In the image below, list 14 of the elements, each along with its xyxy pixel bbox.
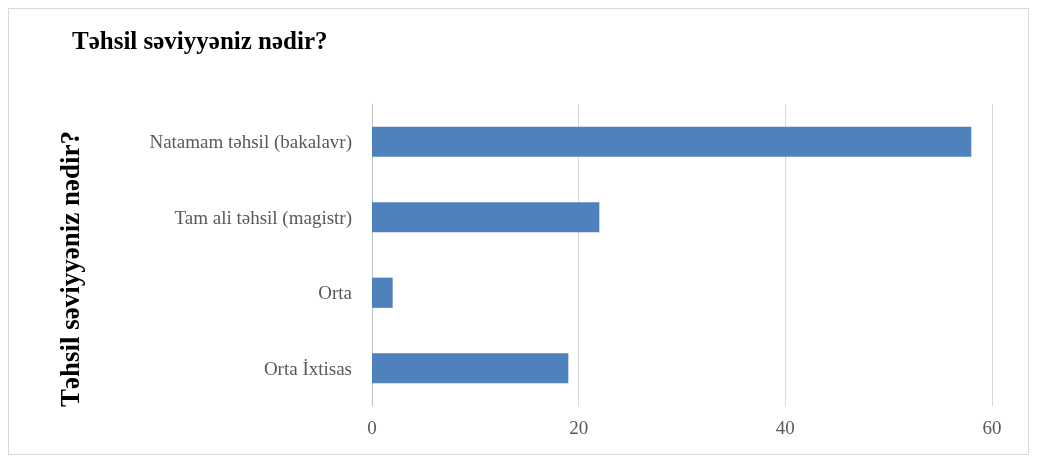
x-tick-label: 0 <box>367 417 377 438</box>
x-tick-label: 40 <box>775 417 795 438</box>
y-axis-title: Təhsil səviyyəniz nədir? <box>54 131 85 407</box>
y-tick-label: Tam ali təhsil (magistr) <box>174 206 352 229</box>
bar <box>372 353 569 384</box>
chart-title: Təhsil səviyyəniz nədir? <box>72 27 328 54</box>
y-tick-label: Orta İxtisas <box>263 357 352 379</box>
x-tick-label: 60 <box>982 417 1002 438</box>
bar <box>372 202 600 233</box>
y-tick-label: Orta <box>318 282 353 304</box>
x-tick-label: 20 <box>569 417 589 438</box>
bar <box>372 277 393 308</box>
y-tick-label: Natamam təhsil (bakalavr) <box>149 131 352 154</box>
bar <box>372 126 972 157</box>
